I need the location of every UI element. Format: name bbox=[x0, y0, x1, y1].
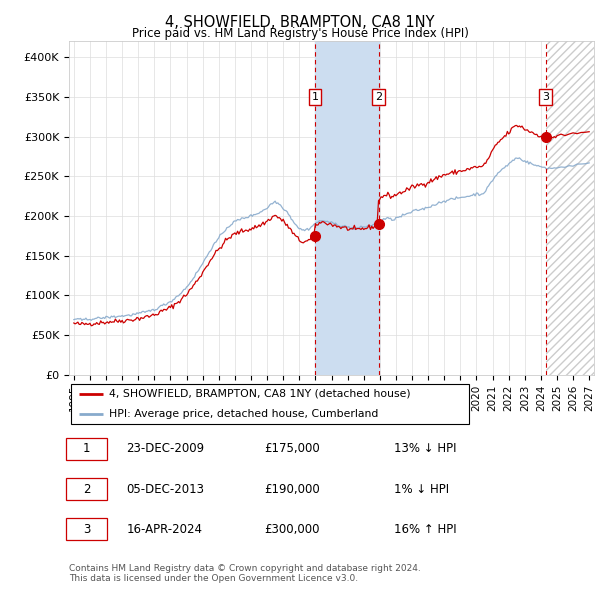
Text: 4, SHOWFIELD, BRAMPTON, CA8 1NY: 4, SHOWFIELD, BRAMPTON, CA8 1NY bbox=[165, 15, 435, 30]
FancyBboxPatch shape bbox=[71, 384, 469, 424]
Text: 1: 1 bbox=[83, 442, 90, 455]
Text: 16-APR-2024: 16-APR-2024 bbox=[127, 523, 202, 536]
Text: 3: 3 bbox=[542, 92, 549, 102]
Text: 2: 2 bbox=[83, 483, 90, 496]
FancyBboxPatch shape bbox=[66, 478, 107, 500]
Text: 13% ↓ HPI: 13% ↓ HPI bbox=[394, 442, 457, 455]
FancyBboxPatch shape bbox=[66, 518, 107, 540]
Text: Contains HM Land Registry data © Crown copyright and database right 2024.
This d: Contains HM Land Registry data © Crown c… bbox=[69, 563, 421, 583]
Text: 1% ↓ HPI: 1% ↓ HPI bbox=[394, 483, 449, 496]
FancyBboxPatch shape bbox=[66, 438, 107, 460]
Text: £190,000: £190,000 bbox=[265, 483, 320, 496]
Text: Price paid vs. HM Land Registry's House Price Index (HPI): Price paid vs. HM Land Registry's House … bbox=[131, 27, 469, 40]
Text: 2: 2 bbox=[375, 92, 382, 102]
Text: HPI: Average price, detached house, Cumberland: HPI: Average price, detached house, Cumb… bbox=[109, 409, 379, 419]
Text: 05-DEC-2013: 05-DEC-2013 bbox=[127, 483, 205, 496]
Text: £300,000: £300,000 bbox=[265, 523, 320, 536]
Text: 3: 3 bbox=[83, 523, 90, 536]
Text: £175,000: £175,000 bbox=[265, 442, 320, 455]
Text: 1: 1 bbox=[311, 92, 319, 102]
Bar bbox=[315, 41, 379, 375]
Bar bbox=[545, 41, 597, 375]
Text: 16% ↑ HPI: 16% ↑ HPI bbox=[394, 523, 457, 536]
Text: 23-DEC-2009: 23-DEC-2009 bbox=[127, 442, 205, 455]
Text: 4, SHOWFIELD, BRAMPTON, CA8 1NY (detached house): 4, SHOWFIELD, BRAMPTON, CA8 1NY (detache… bbox=[109, 389, 411, 399]
